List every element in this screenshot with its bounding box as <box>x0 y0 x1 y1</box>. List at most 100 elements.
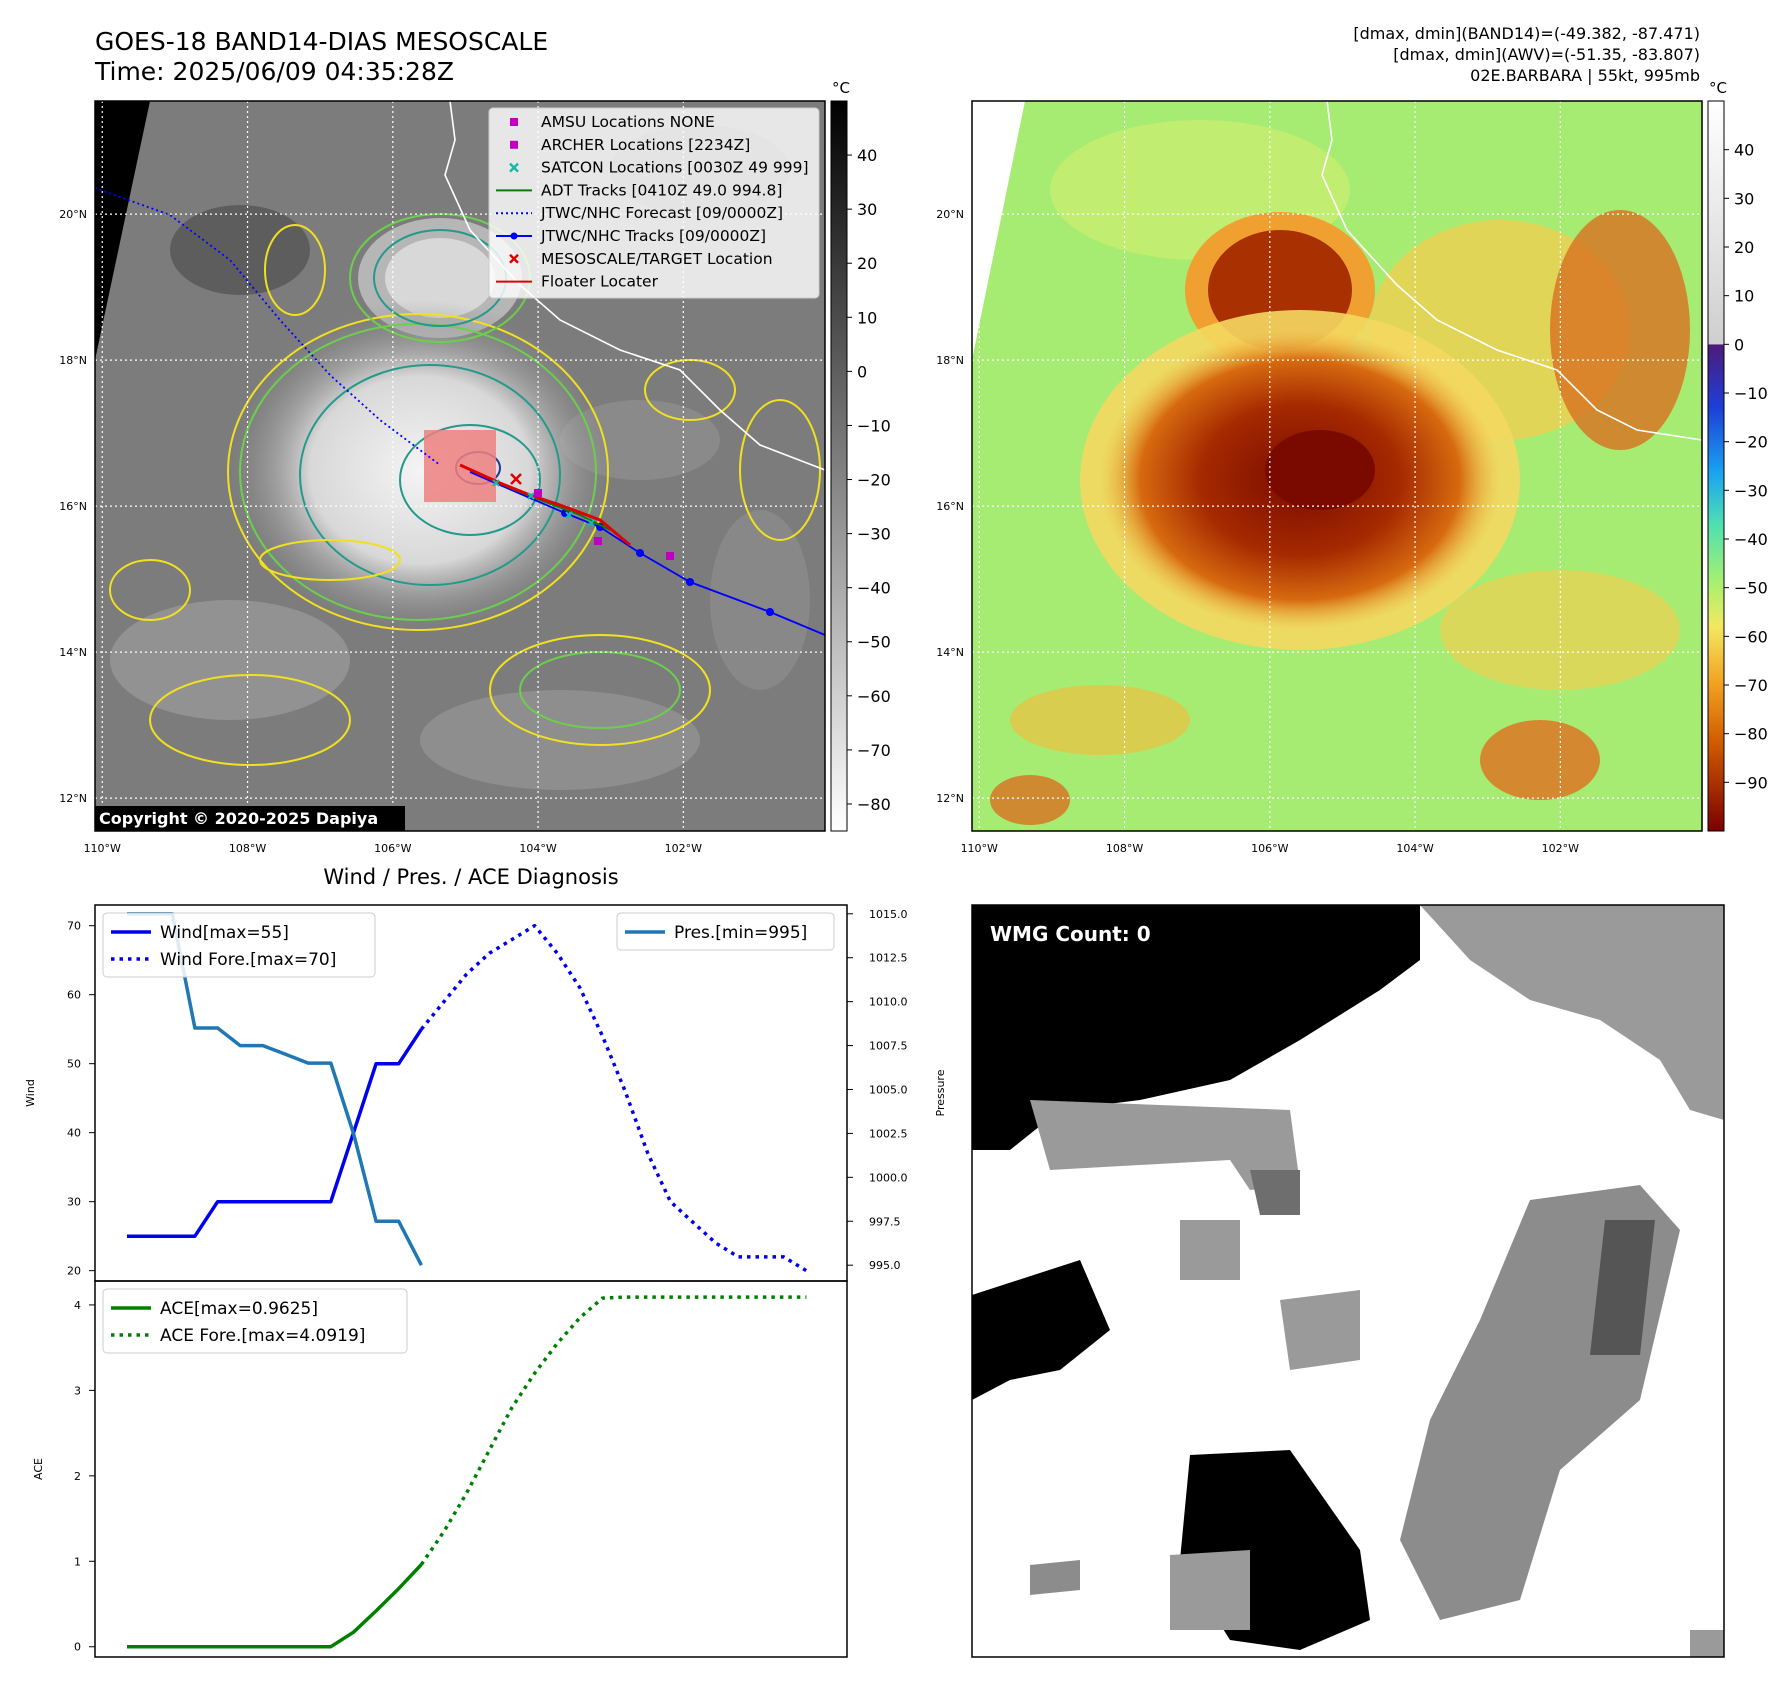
ace-plot-frame <box>94 1280 848 1658</box>
legend-marker-square <box>510 118 518 126</box>
colorbar-tick-label: 30 <box>857 200 877 219</box>
awv-frame <box>971 100 1703 832</box>
info-storm: 02E.BARBARA | 55kt, 995mb <box>1470 66 1700 85</box>
archer-markers <box>534 489 674 560</box>
colorbar-tick-label: −60 <box>1734 627 1768 646</box>
chart-legend-label: Wind Fore.[max=70] <box>160 950 336 970</box>
legend-label: ARCHER Locations [2234Z] <box>541 136 750 154</box>
info-band14: [dmax, dmin](BAND14)=(-49.382, -87.471) <box>1353 24 1700 43</box>
colorbar-tick-label: 20 <box>1734 238 1754 257</box>
colorbar-tick-label: −30 <box>857 525 891 544</box>
legend-label: ADT Tracks [0410Z 49.0 994.8] <box>541 181 782 199</box>
colorbar-tick-label: −30 <box>1734 481 1768 500</box>
y-right-tick-label: 1007.5 <box>869 1040 908 1053</box>
lat-label: 14°N <box>59 646 87 659</box>
colorbar-tick-label: −80 <box>1734 725 1768 744</box>
colorbar-tick-label: −70 <box>1734 676 1768 695</box>
legend-marker-x <box>509 162 519 173</box>
lon-label: 106°W <box>1251 842 1288 855</box>
chart-legend-box <box>102 1288 408 1354</box>
y-right-tick-label: 1010.0 <box>869 996 908 1009</box>
awv-colorbar-unit: °C <box>1709 79 1727 97</box>
y-right-tick-label: 997.5 <box>869 1215 901 1228</box>
lat-label: 16°N <box>59 500 87 513</box>
ir-no-data-region <box>95 101 150 360</box>
lon-label: 110°W <box>961 842 998 855</box>
copyright-box <box>95 806 405 831</box>
legend-marker-square <box>510 140 518 149</box>
legend-label: JTWC/NHC Forecast [09/0000Z] <box>540 204 783 222</box>
lon-label: 104°W <box>519 842 556 855</box>
lon-label: 108°W <box>1106 842 1143 855</box>
figure-time: Time: 2025/06/09 04:35:28Z <box>94 57 454 86</box>
lat-label: 18°N <box>936 354 964 367</box>
series-line <box>127 1563 423 1649</box>
y-tick-label: 3 <box>74 1384 81 1397</box>
lat-label: 12°N <box>936 792 964 805</box>
y-tick-label: 4 <box>74 1299 81 1312</box>
wind-pressure-chart: 20 30 40 50 60 70 995.0 997.5 1000.0 1002.5 1005.0… <box>24 904 947 1282</box>
ir-contours <box>109 213 821 766</box>
mesoscale-target-marker <box>510 473 522 485</box>
wind-axis-label: Wind <box>24 1079 37 1107</box>
y-right-tick-label: 995.0 <box>869 1259 901 1272</box>
pressure-axis-label: Pressure <box>934 1069 947 1116</box>
chart-legend-label: Pres.[min=995] <box>674 923 807 943</box>
lon-label: 102°W <box>665 842 702 855</box>
y-tick-label: 1 <box>74 1555 81 1568</box>
awv-lon-labels: 110°W 108°W 106°W 104°W 102°W <box>961 842 1580 855</box>
ace-axis-label: ACE <box>32 1458 45 1480</box>
awv-lat-labels: 20°N 18°N 16°N 14°N 12°N <box>936 208 964 805</box>
ir-legend-box <box>488 107 820 299</box>
lon-label: 104°W <box>1396 842 1433 855</box>
colorbar-tick-label: −70 <box>857 741 891 760</box>
lat-label: 20°N <box>59 208 87 221</box>
chart-legend-label: Wind[max=55] <box>160 923 289 943</box>
colorbar-tick-label: 10 <box>1734 287 1754 306</box>
ace-chart: 0 1 2 3 4 ACE[max=0.9625] ACE Fore.[max=4.0919… <box>32 1280 848 1658</box>
colorbar-tick-label: −80 <box>857 795 891 814</box>
lat-label: 12°N <box>59 792 87 805</box>
legend-marker-x <box>509 253 519 264</box>
lat-label: 16°N <box>936 500 964 513</box>
awv-moisture-field <box>990 120 1690 825</box>
wmg-frame <box>971 904 1725 1658</box>
awv-no-data-region <box>972 101 1025 360</box>
colorbar-tick-label: −20 <box>1734 433 1768 452</box>
y-right-tick-label: 1000.0 <box>869 1171 908 1184</box>
chart-legend-box <box>102 912 376 978</box>
y-right-tick-label: 1012.5 <box>869 952 908 965</box>
colorbar-tick-label: −40 <box>1734 530 1768 549</box>
lon-label: 108°W <box>229 842 266 855</box>
colorbar-tick-label: 0 <box>1734 335 1744 354</box>
chart-legend-box <box>616 912 835 951</box>
y-tick-label: 20 <box>67 1265 81 1278</box>
ir-colorbar-gradient <box>830 100 848 832</box>
ir-lat-labels: 20°N 18°N 16°N 14°N 12°N <box>59 208 87 805</box>
wmg-cloud-mask <box>972 905 1724 1657</box>
colorbar-tick-label: 40 <box>857 146 877 165</box>
legend-label: Floater Locater <box>541 273 659 291</box>
ir-lon-labels: 110°W 108°W 106°W 104°W 102°W <box>84 842 703 855</box>
ir-legend: AMSU Locations NONE ARCHER Locations [223… <box>488 107 820 299</box>
ir-coastline <box>444 101 825 471</box>
awv-colorbar-gradient <box>1707 100 1725 832</box>
lat-label: 20°N <box>936 208 964 221</box>
copyright-text: Copyright © 2020-2025 Dapiya <box>99 809 378 828</box>
lat-label: 18°N <box>59 354 87 367</box>
y-right-tick-label: 1015.0 <box>869 908 908 921</box>
y-tick-label: 2 <box>74 1470 81 1483</box>
colorbar-tick-label: −50 <box>1734 579 1768 598</box>
colorbar-tick-label: −40 <box>857 579 891 598</box>
colorbar-tick-label: 30 <box>1734 189 1754 208</box>
wmg-count-label: WMG Count: 0 <box>990 922 1151 946</box>
chart-legend-label: ACE[max=0.9625] <box>160 1299 318 1319</box>
y-tick-label: 60 <box>67 989 81 1002</box>
lon-label: 102°W <box>1542 842 1579 855</box>
ir-frame <box>94 100 826 832</box>
colorbar-tick-label: −50 <box>857 633 891 652</box>
satcon-markers <box>492 479 595 527</box>
legend-label: SATCON Locations [0030Z 49 999] <box>541 159 809 177</box>
awv-gridlines <box>972 101 1702 831</box>
